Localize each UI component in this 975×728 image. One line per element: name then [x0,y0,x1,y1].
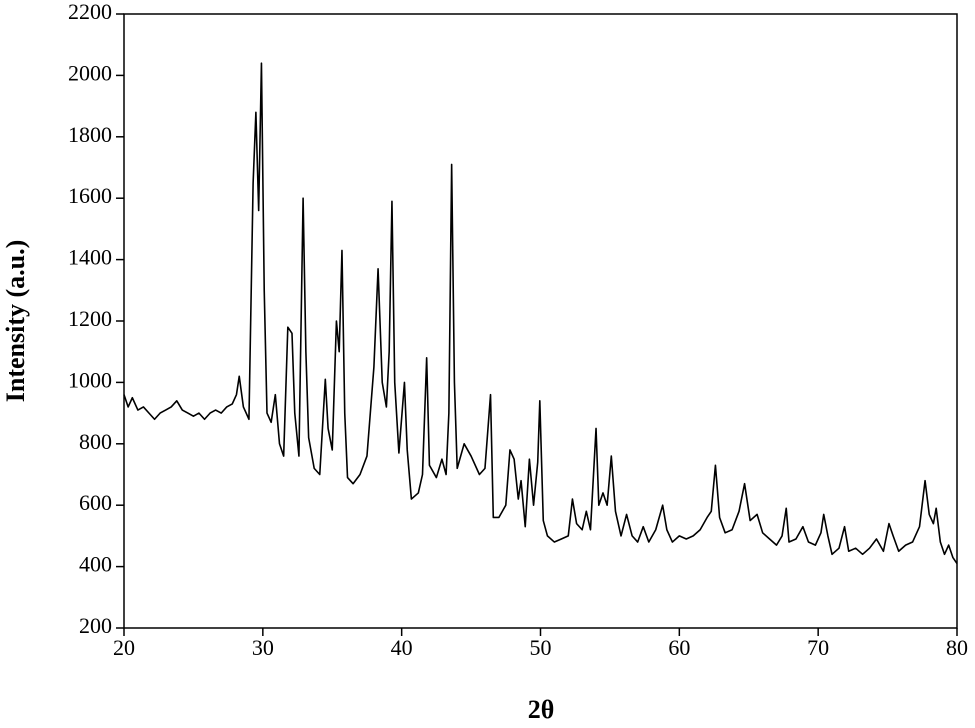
plot-frame [123,13,958,629]
x-tick-label: 40 [391,635,413,660]
data-line [123,62,958,564]
y-tick-label: 1800 [68,122,112,147]
y-tick-label: 1400 [68,245,112,270]
x-axis-title: 2θ [528,695,555,724]
x-tick-label: 50 [530,635,552,660]
y-tick-label: 1200 [68,306,112,331]
y-tick-label: 2000 [68,60,112,85]
y-tick-label: 600 [79,490,112,515]
y-tick-label: 400 [79,552,112,577]
y-tick-label: 1600 [68,183,112,208]
y-tick-label: 1000 [68,367,112,392]
y-tick-label: 2200 [68,0,112,24]
x-tick-label: 20 [113,635,135,660]
x-tick-label: 60 [668,635,690,660]
x-tick-label: 30 [252,635,274,660]
y-axis-title: Intensity (a.u.) [1,240,30,403]
y-tick-label: 200 [79,613,112,638]
x-tick-label: 70 [807,635,829,660]
y-tick-label: 800 [79,429,112,454]
x-tick-label: 80 [946,635,968,660]
